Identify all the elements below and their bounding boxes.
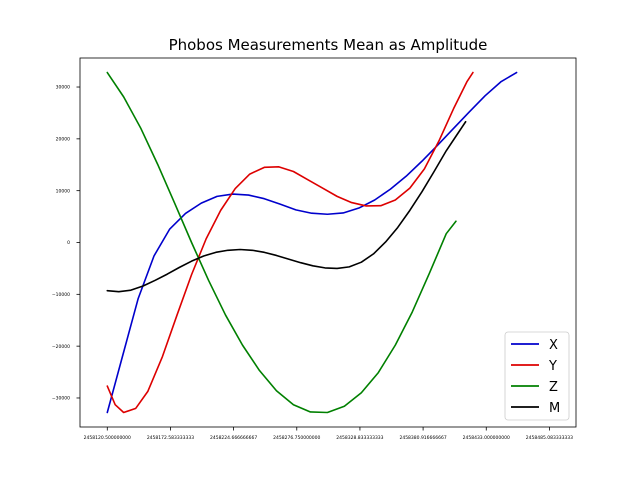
y-tick-label: 0 [67, 240, 70, 246]
series-line-m [106, 120, 467, 293]
y-tick-label: 10000 [56, 188, 70, 194]
y-tick-label: −30000 [52, 396, 70, 402]
x-tick-label: 2458433.000000000 [463, 435, 510, 441]
x-tick-label: 2458276.750000000 [273, 435, 320, 441]
chart-title: Phobos Measurements Mean as Amplitude [169, 36, 488, 54]
axes-frame [79, 57, 577, 428]
series-line-x [106, 71, 518, 414]
x-tick-label: 2458328.833333333 [336, 435, 383, 441]
y-tick-label: 20000 [56, 136, 70, 142]
series-line-z [106, 71, 457, 414]
x-tick-label: 2458380.916666667 [399, 435, 446, 441]
x-tick-label: 2458120.500000000 [84, 435, 131, 441]
y-tick-label: 30000 [56, 85, 70, 91]
legend-label-y: Y [548, 359, 557, 374]
series-line-y [106, 71, 474, 414]
y-tick-label: −10000 [52, 292, 70, 298]
plot-area [106, 71, 518, 414]
x-tick-label: 2458224.666666667 [210, 435, 257, 441]
legend-label-z: Z [549, 380, 558, 395]
legend-label-x: X [549, 338, 558, 353]
x-tick-label: 2458485.083333333 [526, 435, 573, 441]
legend-label-m: M [549, 401, 560, 416]
x-axis: 2458120.500000000 2458172.583333333 245822… [84, 427, 573, 441]
x-tick-label: 2458172.583333333 [147, 435, 194, 441]
y-tick-label: −20000 [52, 344, 70, 350]
legend-frame [504, 331, 570, 421]
y-axis: −30000 −20000 −10000 0 10000 20000 30000 [52, 85, 80, 402]
